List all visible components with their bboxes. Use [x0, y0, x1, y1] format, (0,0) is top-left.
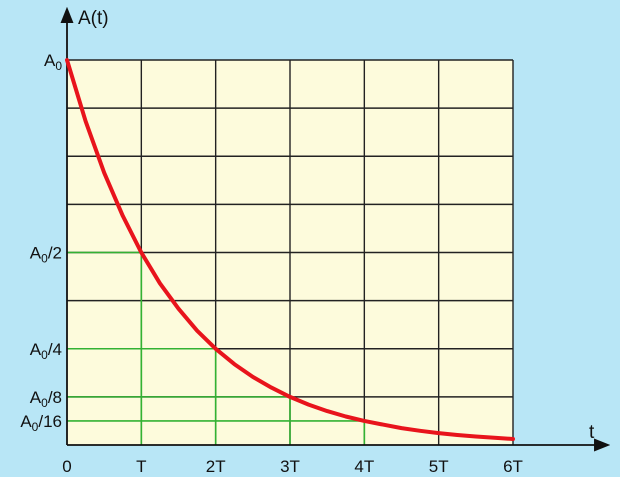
x-tick-label: T	[136, 457, 146, 476]
x-tick-label: 4T	[354, 457, 374, 476]
decay-curve	[65, 58, 515, 441]
series-layer	[65, 58, 515, 441]
x-tick-label: 6T	[503, 457, 523, 476]
x-tick-label: 3T	[280, 457, 300, 476]
y-tick-label: A0/16	[20, 412, 62, 434]
x-tick-label: 0	[62, 457, 71, 476]
guide-lines	[67, 251, 366, 445]
x-tick-labels: 0 T 2T 3T 4T 5T 6T	[62, 457, 523, 476]
axes	[60, 6, 611, 452]
x-axis-label: t	[589, 422, 595, 443]
y-tick-label: A0/4	[30, 340, 62, 362]
y-tick-label: A0/8	[30, 388, 62, 410]
x-tick-label: 2T	[206, 457, 226, 476]
x-tick-label: 5T	[429, 457, 449, 476]
y-tick-label: A0/2	[30, 244, 62, 266]
y-tick-labels: A0 A0/2 A0/4 A0/8A0/16	[20, 51, 62, 434]
y-tick-label: A0	[44, 51, 62, 73]
y-axis-label: A(t)	[78, 8, 109, 29]
